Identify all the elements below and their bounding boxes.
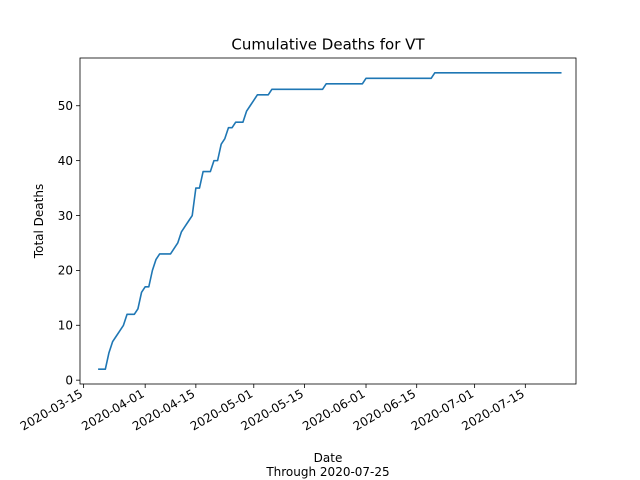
chart-title: Cumulative Deaths for VT <box>231 36 425 54</box>
y-tick-label: 40 <box>58 154 73 168</box>
y-tick-label: 20 <box>58 264 73 278</box>
y-tick-label: 30 <box>58 209 73 223</box>
x-axis-sublabel: Through 2020-07-25 <box>265 465 389 479</box>
series-line-0 <box>98 72 562 370</box>
y-tick-label: 10 <box>58 319 73 333</box>
x-axis-label: Date <box>314 451 343 465</box>
y-axis-label: Total Deaths <box>32 184 46 259</box>
y-tick-label: 50 <box>58 99 73 113</box>
axes-frame <box>79 57 577 385</box>
y-tick-label: 0 <box>65 373 73 387</box>
